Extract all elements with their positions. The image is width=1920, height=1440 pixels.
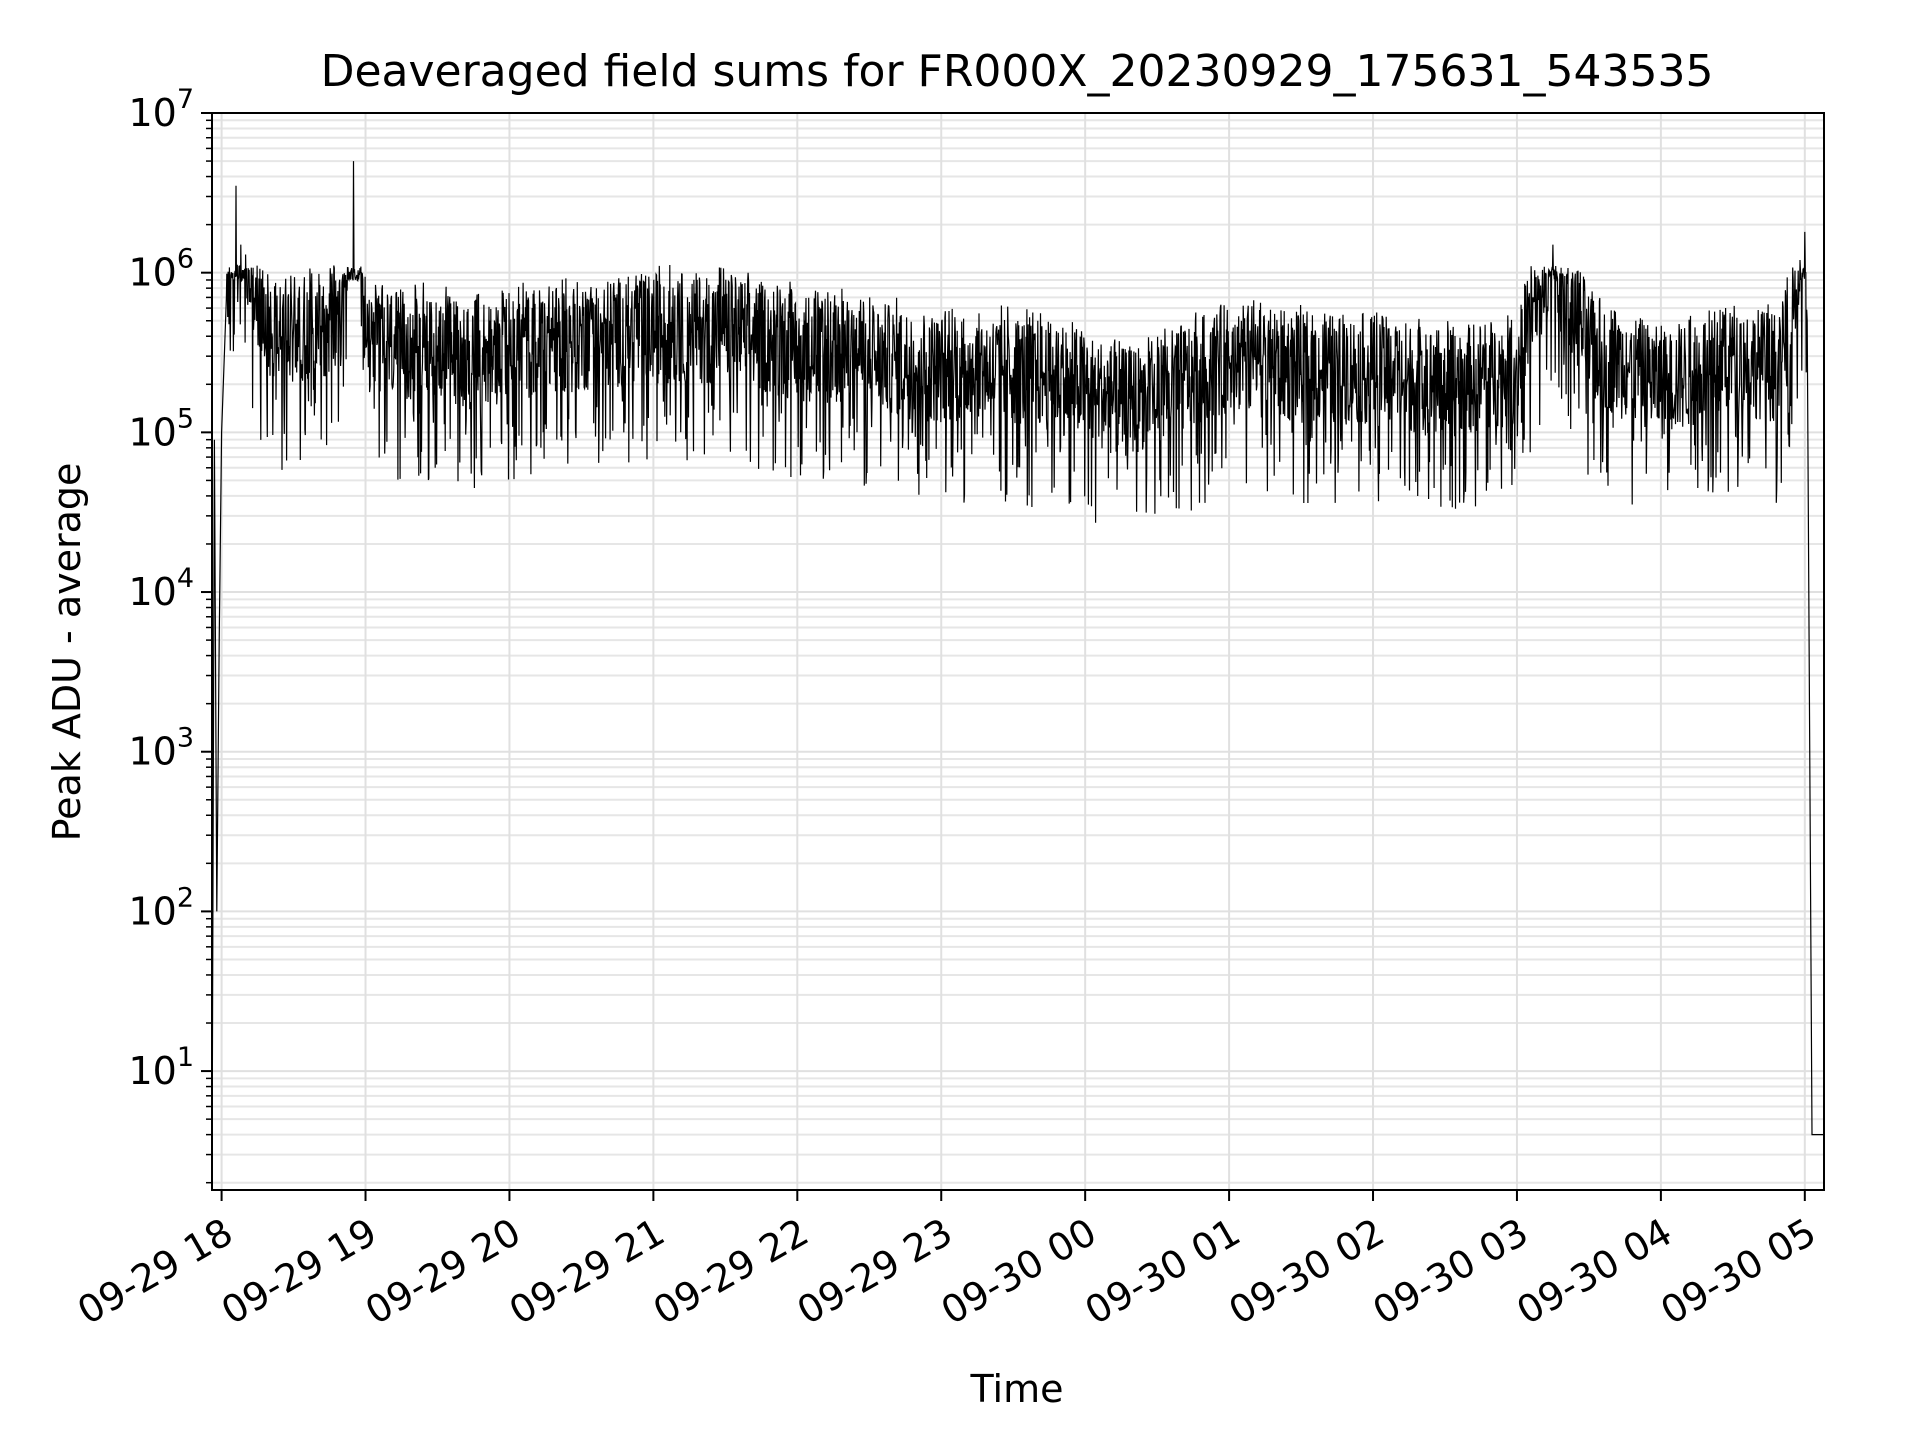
- y-tick-label: 101: [128, 1042, 194, 1093]
- series-group: [211, 161, 1824, 1191]
- grid: [212, 112, 1824, 1190]
- y-tick-label: 103: [128, 723, 194, 774]
- y-tick-label: 102: [128, 882, 194, 933]
- series-line: [211, 161, 1824, 1191]
- chart-title: Deaveraged field sums for FR000X_2023092…: [321, 46, 1714, 97]
- y-tick-label: 105: [128, 403, 194, 454]
- y-tick-label: 106: [128, 244, 194, 295]
- x-axis-label: Time: [970, 1367, 1064, 1411]
- plot-frame: [211, 112, 1825, 1191]
- y-tick-label: 107: [128, 84, 194, 135]
- y-axis: 101 102 103 104 105 106 107: [128, 84, 212, 1184]
- y-axis-label: Peak ADU - average: [45, 463, 89, 842]
- y-tick-label: 104: [128, 563, 194, 614]
